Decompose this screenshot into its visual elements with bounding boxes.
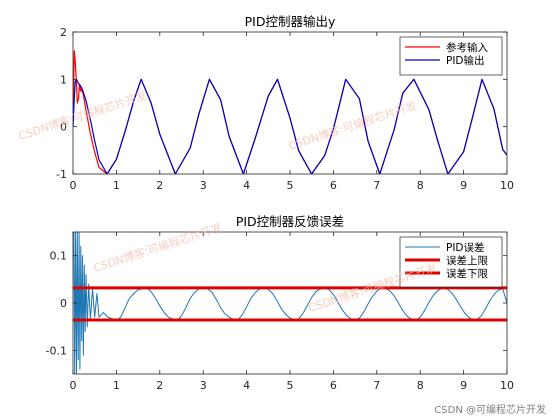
x-tick-label: 8 (417, 179, 424, 192)
chart-title: PID控制器输出y (245, 14, 336, 29)
y-tick-label: -1 (56, 168, 67, 181)
x-tick-label: 10 (500, 179, 514, 192)
x-tick-label: 3 (200, 179, 207, 192)
y-tick-label: 0.1 (50, 250, 68, 263)
legend-label: 误差上限 (446, 254, 488, 267)
legend-label: 误差下限 (446, 267, 488, 280)
series-group (73, 232, 507, 374)
legend-label: PID输出 (446, 54, 485, 67)
x-tick-label: 5 (287, 379, 294, 392)
chart-2: 0 1 2 3 4 5 6 7 8 9 10 -0.1 0 0.1 PID控制器反馈误差 PID误差误差上限误… (46, 214, 514, 392)
series-group (73, 50, 507, 174)
x-tick-label: 2 (156, 179, 163, 192)
legend-box (399, 236, 503, 288)
legend-label: PID误差 (446, 241, 485, 254)
y-tick-label: 0 (60, 297, 67, 310)
y-tick-label: 2 (60, 26, 67, 39)
y-tick-label: 1 (60, 73, 67, 86)
x-tick-label: 8 (417, 379, 424, 392)
legend-label: 参考输入 (446, 41, 488, 54)
x-tick-label: 10 (500, 379, 514, 392)
x-tick-label: 5 (287, 179, 294, 192)
legend-box (399, 36, 503, 76)
x-tick-label: 6 (330, 179, 337, 192)
x-tick-label: 4 (243, 179, 250, 192)
x-tick-label: 0 (70, 379, 77, 392)
x-tick-label: 9 (460, 379, 467, 392)
series-line-1 (73, 232, 507, 374)
credit-text: CSDN @可编程芯片开发 (434, 405, 546, 416)
x-tick-label: 2 (156, 379, 163, 392)
y-tick-label: -0.1 (46, 344, 67, 357)
x-tick-label: 4 (243, 379, 250, 392)
y-tick-label: 0 (60, 121, 67, 134)
x-tick-label: 9 (460, 179, 467, 192)
series-line-2 (73, 78, 507, 174)
x-tick-label: 6 (330, 379, 337, 392)
chart-title: PID控制器反馈误差 (236, 214, 344, 229)
x-tick-label: 1 (113, 179, 120, 192)
x-tick-label: 7 (373, 379, 380, 392)
x-tick-label: 0 (70, 179, 77, 192)
x-tick-label: 1 (113, 379, 120, 392)
x-tick-label: 3 (200, 379, 207, 392)
x-tick-label: 7 (373, 179, 380, 192)
